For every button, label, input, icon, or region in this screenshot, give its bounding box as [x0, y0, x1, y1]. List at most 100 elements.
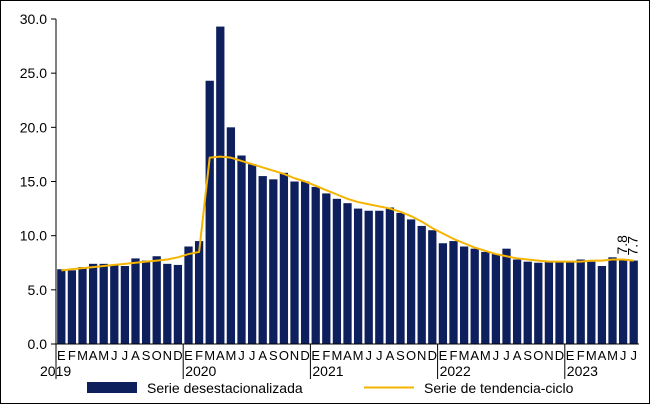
bar [385, 207, 395, 344]
x-month-label: D [173, 348, 182, 363]
trend-line [61, 155, 634, 272]
x-month-label: A [216, 348, 225, 363]
x-month-label: M [331, 348, 342, 363]
x-month-label: M [480, 348, 491, 363]
bar [459, 246, 469, 344]
x-month-label: F [450, 348, 458, 363]
x-month-label: M [586, 348, 597, 363]
x-month-label: S [523, 348, 532, 363]
bar [491, 254, 501, 344]
x-month-label: D [428, 348, 437, 363]
x-month-label: J [630, 348, 637, 363]
x-month-label: D [555, 348, 564, 363]
bar [163, 263, 172, 344]
bar [120, 266, 130, 344]
bar [470, 248, 479, 344]
x-month-label: N [163, 348, 172, 363]
x-month-label: J [238, 348, 245, 363]
x-year-label: 2021 [312, 363, 343, 379]
bar [428, 230, 437, 344]
x-month-label: A [343, 348, 352, 363]
x-month-label: J [365, 348, 372, 363]
bar [396, 212, 405, 344]
bar [141, 260, 151, 344]
bar [311, 186, 320, 344]
bar [110, 264, 119, 344]
x-month-label: E [311, 348, 320, 363]
bar [502, 248, 511, 344]
bar [57, 269, 66, 344]
x-month-label: E [439, 348, 448, 363]
bar [88, 263, 98, 344]
x-month-label: A [89, 348, 98, 363]
y-tick-label: 20.0 [20, 119, 47, 135]
x-month-label: F [577, 348, 585, 363]
bar [565, 261, 575, 344]
x-month-label: E [184, 348, 193, 363]
bar [449, 241, 458, 344]
bar [544, 261, 554, 344]
y-tick-label: 25.0 [20, 65, 47, 81]
x-month-label: J [249, 348, 256, 363]
y-axis: 0.0 5.0 10.0 15.0 20.0 25.0 30.0 [20, 11, 57, 352]
bar [194, 241, 204, 344]
bar [481, 251, 490, 344]
legend-swatch-bars [87, 382, 137, 393]
x-month-label: S [396, 348, 405, 363]
data-labels: 7.87.7 [614, 235, 641, 256]
bar [629, 260, 638, 344]
y-tick-label: 0.0 [28, 336, 48, 352]
y-tick-label: 15.0 [20, 174, 47, 190]
x-month-label: F [68, 348, 76, 363]
bar [618, 259, 628, 344]
bar [152, 256, 161, 344]
data-label: 7.8 [614, 235, 630, 255]
legend: Serie desestacionalizada Serie de tenden… [87, 380, 574, 396]
x-month-label: F [195, 348, 203, 363]
x-month-label: M [98, 348, 109, 363]
y-tick-label: 5.0 [28, 282, 48, 298]
x-month-label: A [598, 348, 607, 363]
x-month-label: A [513, 348, 522, 363]
x-month-label: O [406, 348, 416, 363]
x-month-label: J [111, 348, 118, 363]
bar [555, 261, 564, 344]
trend-series [61, 155, 634, 272]
x-month-label: A [131, 348, 140, 363]
x-month-label: E [57, 348, 66, 363]
x-year-label: 2020 [185, 363, 216, 379]
bar [438, 243, 448, 344]
x-month-label: N [544, 348, 553, 363]
bar [353, 208, 363, 344]
x-month-label: M [607, 348, 618, 363]
y-tick-label: 30.0 [20, 11, 47, 27]
bar [184, 246, 193, 344]
x-year-label: 2022 [440, 363, 471, 379]
x-year-label: 2023 [567, 363, 598, 379]
bar [364, 210, 373, 344]
x-month-label: N [417, 348, 426, 363]
x-month-label: M [77, 348, 88, 363]
bar [173, 264, 183, 344]
bar [67, 270, 77, 344]
bar [205, 80, 214, 344]
y-tick-label: 10.0 [20, 228, 47, 244]
x-month-label: E [566, 348, 575, 363]
bar [608, 257, 617, 344]
bar [237, 155, 246, 344]
bar [322, 193, 331, 344]
bar [576, 259, 585, 344]
x-month-label: A [470, 348, 479, 363]
x-month-label: J [493, 348, 500, 363]
x-month-label: N [290, 348, 299, 363]
x-month-label: D [300, 348, 309, 363]
bar [417, 225, 426, 344]
bar [300, 181, 310, 344]
bar [216, 26, 225, 345]
bar [269, 179, 278, 344]
bar [512, 259, 522, 344]
bar [290, 181, 299, 344]
